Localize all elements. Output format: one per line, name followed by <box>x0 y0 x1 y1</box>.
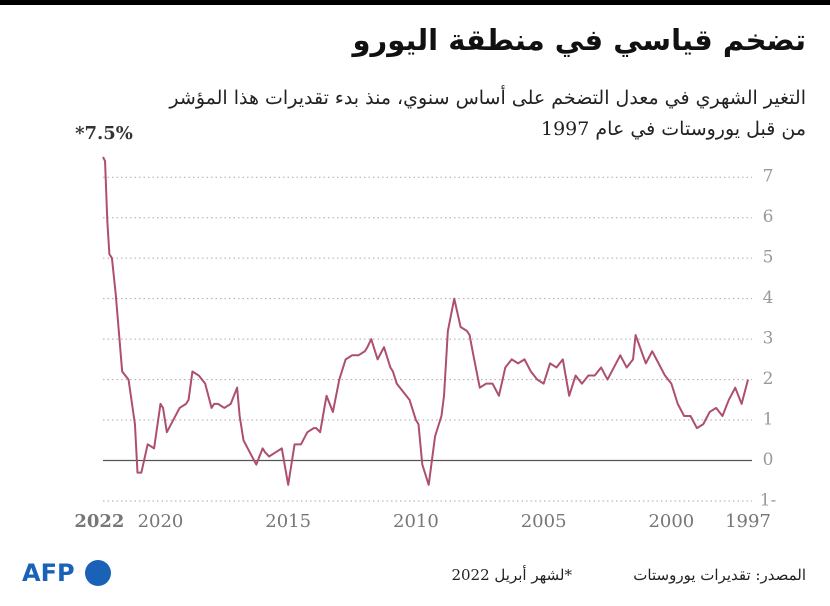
x-tick-label: 2015 <box>265 511 311 532</box>
y-tick-label: 1- <box>760 491 777 511</box>
x-tick-label: 2022 <box>74 511 124 532</box>
source: المصدر: تقديرات يوروستات <box>633 566 806 584</box>
y-tick-label: 2 <box>763 369 774 389</box>
logo: AFP <box>22 559 75 587</box>
x-tick-label: 2005 <box>521 511 567 532</box>
y-tick-label: 7 <box>763 167 774 187</box>
y-tick-label: 5 <box>763 248 774 268</box>
y-tick-label: 0 <box>763 450 774 470</box>
y-tick-label: 6 <box>763 207 774 227</box>
y-tick-label: 3 <box>763 329 774 349</box>
top-bar <box>0 0 830 5</box>
x-tick-label: 2020 <box>138 511 184 532</box>
y-tick-label: 4 <box>763 288 774 308</box>
x-tick-label: 1997 <box>725 511 771 532</box>
logo-circle <box>85 560 111 586</box>
line <box>102 156 749 486</box>
x-tick-label: 2010 <box>393 511 439 532</box>
subtitle: التغير الشهري في معدل التضخم على أساس سن… <box>168 84 806 109</box>
annotation: *7.5% <box>75 123 133 144</box>
y-tick-label: 1 <box>763 410 774 430</box>
note: *لشهر أبريل 2022 <box>451 565 572 584</box>
chart-title: تضخم قياسي في منطقة اليورو <box>351 23 806 57</box>
subtitle: من قبل يوروستات في عام 1997 <box>541 118 806 140</box>
x-tick-label: 2000 <box>648 511 694 532</box>
